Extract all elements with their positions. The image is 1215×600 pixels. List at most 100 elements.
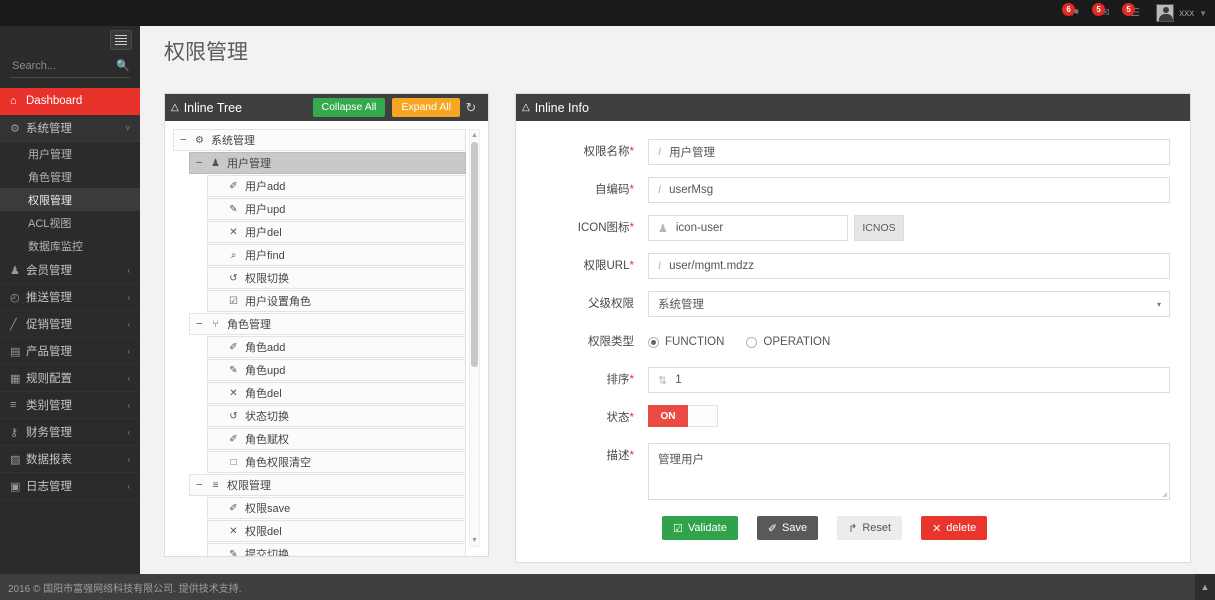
parent-permission-select[interactable]: 系统管理 ▾ [648, 291, 1170, 317]
envelope-icon: ✉ [1100, 6, 1110, 19]
sidebar-item-3[interactable]: ◴ 推送管理 ‹ [0, 284, 140, 311]
sidebar-submenu: 用户管理角色管理权限管理 ACL视图数据库监控 [0, 142, 140, 257]
notifications-tasks[interactable]: ☰ 5 [1120, 0, 1150, 26]
tree-node[interactable]: − ⑂ 角色管理 [189, 313, 466, 335]
label-parent-text: 父级权限 [588, 298, 634, 310]
field-row-icon: ICON图标* ♟ icon-user ICNOS [536, 215, 1170, 241]
tree-toggle-icon[interactable]: − [180, 134, 187, 146]
sidebar-item-2[interactable]: ♟ 会员管理 ‹ [0, 257, 140, 284]
sidebar-item-7[interactable]: ≡ 类别管理 ‹ [0, 392, 140, 419]
sidebar-item-9[interactable]: ▨ 数据报表 ‹ [0, 446, 140, 473]
sidebar-subitem-2[interactable]: 权限管理 [0, 188, 140, 211]
scrollbar-up-arrow[interactable]: ▲ [471, 132, 478, 139]
sidebar-item-6[interactable]: ▦ 规则配置 ‹ [0, 365, 140, 392]
tree-node[interactable]: − ♟ 用户管理 [189, 152, 466, 174]
tree-node[interactable]: ✐ 用户add [207, 175, 466, 197]
tree-toggle-icon[interactable]: − [196, 318, 203, 330]
tree-toggle-icon[interactable]: − [196, 479, 203, 491]
reset-button[interactable]: ↱ Reset [837, 516, 903, 540]
icon-input[interactable]: ♟ icon-user [648, 215, 848, 241]
sidebar-subitem-3[interactable]: ACL视图 [28, 217, 72, 230]
tree-node[interactable]: ✐ 角色add [207, 336, 466, 358]
required-mark: * [629, 260, 634, 272]
control-order: ⇅ 1 [648, 367, 1170, 393]
required-mark: * [629, 412, 634, 424]
tree-node[interactable]: ↺ 状态切换 [207, 405, 466, 427]
scrollbar-thumb[interactable] [471, 142, 478, 367]
sidebar-item-icon: ▣ [10, 480, 21, 493]
tree-node-icon: ✎ [229, 548, 238, 557]
tree-node[interactable]: ✕ 角色del [207, 382, 466, 404]
tree-node[interactable]: ✐ 角色赋权 [207, 428, 466, 450]
code-input[interactable]: I userMsg [648, 177, 1170, 203]
sidebar-search[interactable]: 🔍 [10, 54, 130, 78]
control-url: I user/mgmt.mdzz [648, 253, 1170, 279]
save-button[interactable]: ✐ Save [756, 516, 819, 540]
url-input[interactable]: I user/mgmt.mdzz [648, 253, 1170, 279]
tree-toggle-icon[interactable]: − [196, 157, 203, 169]
icons-picker-button[interactable]: ICNOS [854, 215, 904, 241]
validate-button[interactable]: ☑ Validate [662, 516, 738, 540]
name-input[interactable]: I 用户管理 [648, 139, 1170, 165]
sidebar-collapse-button[interactable] [110, 30, 132, 50]
tree-node-icon: ⌕ [230, 249, 237, 261]
tree-node[interactable]: ✕ 用户del [207, 221, 466, 243]
sidebar-item-1[interactable]: ⚙ 系统管理 ˅ [0, 115, 140, 142]
order-stepper[interactable]: ⇅ 1 [648, 367, 1170, 393]
radio-function[interactable]: FUNCTION [648, 336, 724, 348]
required-mark: * [629, 374, 634, 386]
control-name: I 用户管理 [648, 139, 1170, 165]
scroll-to-top-button[interactable]: ▲ [1195, 574, 1215, 600]
sidebar-item-label: Dashboard [26, 95, 83, 107]
sidebar-item-5[interactable]: ▤ 产品管理 ‹ [0, 338, 140, 365]
sidebar-item-10[interactable]: ▣ 日志管理 ‹ [0, 473, 140, 500]
tree-node-label: 状态切换 [245, 411, 289, 423]
tree-node[interactable]: ✎ 角色upd [207, 359, 466, 381]
tree-node-label: 系统管理 [211, 135, 255, 147]
tree-node-icon: ♟ [211, 157, 220, 169]
description-textarea[interactable]: 管理用户 [648, 443, 1170, 500]
sidebar-item-8[interactable]: ⚷ 财务管理 ‹ [0, 419, 140, 446]
expand-all-button[interactable]: Expand All [392, 98, 460, 117]
tree-node[interactable]: ↺ 权限切换 [207, 267, 466, 289]
notifications-flag[interactable]: ⚑ 6 [1060, 0, 1090, 26]
tree-node[interactable]: ✕ 权限del [207, 520, 466, 542]
sidebar-item-4[interactable]: ╱ 促销管理 ‹ [0, 311, 140, 338]
tree-node[interactable]: ⌕ 用户find [207, 244, 466, 266]
sidebar-item-0[interactable]: ⌂ Dashboard [0, 88, 147, 115]
stepper-icon[interactable]: ⇅ [658, 374, 668, 387]
tree-node[interactable]: − ≡ 权限管理 [189, 474, 466, 496]
tree-node[interactable]: ☑ 用户设置角色 [207, 290, 466, 312]
sidebar-subitem-4[interactable]: 数据库监控 [28, 240, 83, 253]
required-mark: * [629, 222, 634, 234]
sidebar-subitem-0[interactable]: 用户管理 [28, 148, 72, 161]
tree-scrollbar[interactable]: ▲ ▼ [469, 129, 480, 547]
delete-button[interactable]: ✕ delete [921, 516, 988, 540]
tree-node[interactable]: ✎ 用户upd [207, 198, 466, 220]
sidebar-subitem-1[interactable]: 角色管理 [28, 171, 72, 184]
notifications-messages[interactable]: ✉ 5 [1090, 0, 1120, 26]
tree-node[interactable]: ✎ 提交切换 [207, 543, 466, 556]
user-menu[interactable]: xxx ▼ [1150, 0, 1215, 26]
tree-node[interactable]: ✐ 权限save [207, 497, 466, 519]
tree-node[interactable]: − ⚙ 系统管理 [173, 129, 466, 151]
radio-operation[interactable]: OPERATION [746, 336, 830, 348]
tree-node-icon: ☑ [229, 295, 238, 307]
badge-count: 5 [1092, 3, 1106, 16]
required-mark: * [629, 184, 634, 196]
search-icon[interactable]: 🔍 [116, 60, 130, 72]
field-row-desc: 描述* 管理用户 [536, 443, 1170, 500]
status-toggle[interactable]: ON [648, 405, 718, 427]
sidebar-item-icon: ▦ [10, 372, 21, 385]
sidebar-item-icon: ◴ [10, 291, 20, 304]
control-type: FUNCTION OPERATION [648, 329, 1170, 355]
collapse-all-button[interactable]: Collapse All [312, 98, 386, 117]
sidebar-item-icon: ╱ [10, 318, 17, 331]
scrollbar-down-arrow[interactable]: ▼ [471, 537, 478, 544]
parent-permission-value: 系统管理 [658, 299, 704, 311]
tree-node-label: 权限管理 [227, 480, 271, 492]
tree-node[interactable]: □ 角色权限清空 [207, 451, 466, 473]
sidebar-item-icon: ⚷ [10, 426, 19, 439]
search-input[interactable] [10, 58, 117, 73]
refresh-icon[interactable]: ↻ [465, 99, 477, 115]
